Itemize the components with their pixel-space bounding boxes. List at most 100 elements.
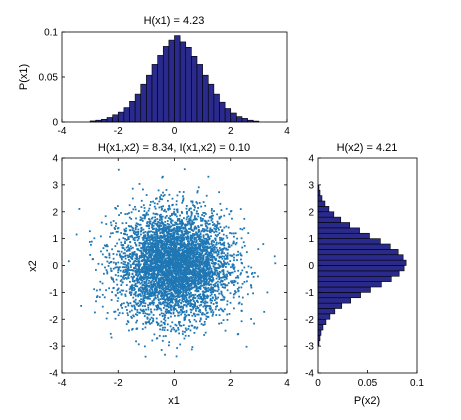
histogram-x1-xtick-label: 0 bbox=[172, 126, 178, 137]
scatter-point bbox=[164, 265, 166, 268]
scatter-point bbox=[196, 279, 199, 282]
scatter-point bbox=[203, 215, 206, 217]
scatter-point bbox=[159, 307, 162, 310]
scatter-point bbox=[228, 313, 231, 315]
scatter-point bbox=[121, 244, 124, 246]
scatter-point bbox=[122, 247, 125, 250]
scatter-point bbox=[184, 255, 187, 258]
scatter-point bbox=[204, 275, 207, 278]
scatter-point bbox=[149, 220, 152, 223]
scatter-point bbox=[157, 284, 160, 287]
scatter-point bbox=[201, 298, 203, 300]
histogram-x1-bar bbox=[157, 55, 164, 123]
scatter-point bbox=[218, 314, 221, 317]
scatter-point bbox=[152, 247, 155, 250]
scatter-point bbox=[214, 308, 217, 311]
scatter-point bbox=[135, 272, 138, 274]
scatter-point bbox=[123, 271, 126, 274]
scatter-point bbox=[190, 287, 193, 290]
scatter-point bbox=[95, 300, 97, 303]
scatter-point bbox=[133, 289, 135, 292]
scatter-point bbox=[140, 309, 143, 312]
scatter-point bbox=[211, 260, 214, 263]
scatter-point bbox=[152, 236, 155, 239]
scatter-point bbox=[215, 314, 218, 316]
scatter-point bbox=[151, 285, 154, 288]
scatter-point bbox=[175, 245, 178, 248]
scatter-point bbox=[217, 250, 220, 253]
scatter-point bbox=[225, 207, 228, 210]
scatter-point bbox=[185, 304, 188, 307]
scatter-point bbox=[158, 248, 161, 251]
scatter-point bbox=[202, 248, 205, 251]
scatter-point bbox=[155, 289, 158, 292]
scatter-point bbox=[141, 284, 144, 287]
scatter-point bbox=[161, 222, 164, 225]
scatter-point bbox=[197, 282, 200, 285]
scatter-point bbox=[144, 312, 147, 315]
scatter-point bbox=[99, 280, 102, 283]
histogram-x1-bar bbox=[236, 116, 243, 123]
scatter-point bbox=[199, 232, 202, 235]
scatter-point bbox=[132, 269, 135, 272]
scatter-point bbox=[146, 317, 149, 320]
scatter-point bbox=[152, 284, 155, 287]
scatter-point bbox=[160, 266, 162, 269]
scatter-point bbox=[205, 275, 208, 278]
scatter-point bbox=[186, 250, 188, 253]
scatter-point bbox=[131, 263, 134, 265]
scatter-point bbox=[138, 249, 141, 252]
scatter-point bbox=[202, 298, 204, 301]
scatter-point bbox=[146, 252, 149, 255]
scatter-point bbox=[177, 286, 180, 288]
scatter-point bbox=[191, 242, 194, 245]
scatter-point bbox=[226, 289, 229, 292]
scatter-point bbox=[167, 251, 170, 254]
scatter-point bbox=[200, 279, 203, 282]
scatter-point bbox=[186, 236, 188, 239]
scatter-point bbox=[214, 234, 217, 237]
scatter-point bbox=[189, 272, 192, 275]
scatter-point bbox=[183, 247, 186, 250]
scatter-point bbox=[159, 215, 162, 218]
scatter-point bbox=[215, 281, 218, 284]
scatter-point bbox=[145, 308, 147, 311]
scatter-point bbox=[170, 330, 172, 333]
scatter-point bbox=[181, 236, 183, 239]
scatter-point bbox=[185, 238, 188, 241]
scatter-point bbox=[152, 282, 155, 285]
scatter-point bbox=[172, 268, 175, 271]
scatter-point bbox=[164, 220, 167, 223]
scatter-point bbox=[179, 275, 182, 278]
scatter-point bbox=[127, 321, 130, 324]
scatter-point bbox=[153, 239, 156, 242]
scatter-point bbox=[194, 277, 197, 280]
scatter-point bbox=[189, 257, 192, 260]
scatter-point bbox=[253, 322, 255, 325]
scatter-point bbox=[157, 299, 160, 302]
scatter-point bbox=[156, 263, 159, 266]
scatter-point bbox=[236, 259, 238, 261]
scatter-point bbox=[106, 249, 108, 252]
scatter-point bbox=[240, 258, 242, 261]
scatter-point bbox=[165, 265, 168, 268]
scatter-point bbox=[187, 255, 189, 258]
scatter-point bbox=[200, 217, 202, 220]
scatter-point bbox=[184, 236, 187, 239]
scatter-point bbox=[195, 226, 198, 229]
scatter-point bbox=[157, 322, 160, 325]
scatter-point bbox=[189, 295, 192, 298]
scatter-point bbox=[127, 249, 129, 251]
scatter-point bbox=[160, 280, 163, 283]
scatter-point bbox=[226, 313, 229, 316]
scatter-point bbox=[196, 295, 199, 298]
scatter-point bbox=[159, 271, 161, 274]
scatter-point bbox=[147, 271, 150, 274]
scatter-point bbox=[172, 229, 174, 231]
scatter-point bbox=[115, 278, 118, 281]
scatter-point bbox=[198, 202, 201, 204]
scatter-point bbox=[203, 280, 206, 283]
scatter-point bbox=[226, 273, 228, 276]
scatter-point bbox=[206, 278, 208, 281]
scatter-point bbox=[166, 199, 169, 202]
